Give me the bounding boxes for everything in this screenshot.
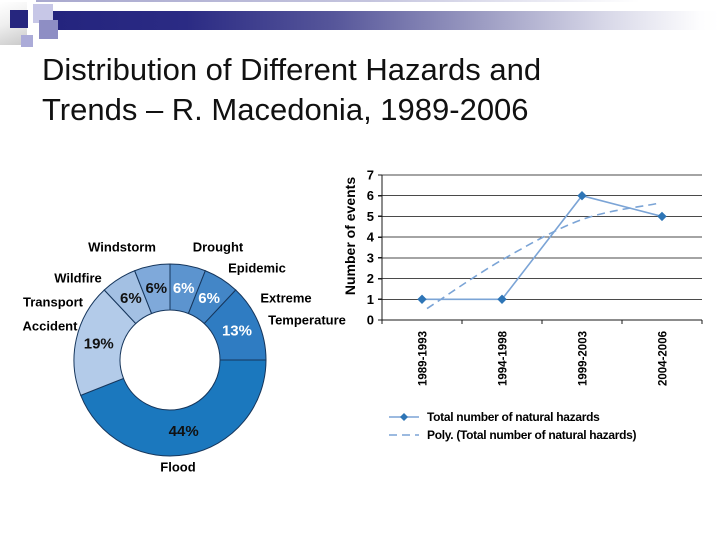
y-axis-title: Number of events — [342, 177, 358, 295]
donut-category-label: Extreme — [260, 291, 311, 306]
decor-square-lavender — [33, 4, 53, 23]
data-point-diamond-marker — [577, 191, 587, 201]
slide-title: Distribution of Different Hazards and Tr… — [42, 50, 692, 130]
x-category-label: 1999-2003 — [578, 331, 590, 386]
donut-category-label: Flood — [160, 460, 195, 475]
donut-percent-label: 44% — [169, 423, 199, 440]
donut-category-label: Wildfire — [54, 271, 102, 286]
donut-percent-label: 13% — [222, 323, 252, 340]
y-tick-label: 6 — [367, 188, 374, 203]
slide-title-line1: Distribution of Different Hazards and — [42, 52, 542, 87]
donut-category-label: Epidemic — [228, 261, 286, 276]
x-category-label: 2004-2006 — [658, 331, 670, 386]
series-line-total-hazards — [422, 194, 663, 301]
data-point-diamond-marker — [417, 294, 427, 304]
x-category-label: 1989-1993 — [418, 331, 430, 386]
y-tick-label: 3 — [367, 250, 374, 265]
donut-percent-label: 6% — [120, 290, 142, 307]
header-gradient-bar — [53, 11, 720, 30]
line-chart-legend: Total number of natural hazards Poly. (T… — [388, 408, 637, 444]
donut-category-label: Temperature — [268, 313, 346, 328]
donut-percent-label: 6% — [173, 280, 195, 297]
donut-category-label: Transport — [23, 295, 84, 310]
data-point-diamond-marker — [497, 294, 507, 304]
donut-slice-windstorm — [134, 263, 171, 315]
series-line-poly-trend — [426, 202, 658, 310]
donut-percent-label: 6% — [145, 280, 167, 297]
data-point-diamond-marker — [657, 211, 667, 222]
y-tick-label: 0 — [367, 313, 374, 328]
legend-item-total: Total number of natural hazards — [388, 408, 636, 426]
y-tick-label: 5 — [367, 209, 374, 224]
legend-label-total: Total number of natural hazards — [427, 410, 600, 424]
dashed-line-icon — [389, 434, 419, 436]
header-hairline — [36, 0, 640, 2]
donut-category-label: Windstorm — [88, 240, 156, 255]
decor-square-slate — [39, 20, 58, 39]
y-tick-label: 4 — [367, 230, 375, 245]
donut-percent-label: 6% — [198, 290, 220, 307]
y-tick-label: 7 — [367, 168, 374, 183]
y-tick-label: 2 — [367, 271, 374, 286]
donut-slice-flood — [80, 359, 267, 457]
legend-item-poly: Poly. (Total number of natural hazards) — [388, 426, 637, 444]
donut-category-label: Accident — [23, 319, 79, 334]
solid-line-diamond-marker-icon — [389, 413, 419, 421]
donut-percent-label: 19% — [84, 336, 114, 353]
decor-square-navy — [10, 10, 28, 28]
decor-square-small — [21, 35, 33, 47]
donut-category-label: Drought — [193, 240, 244, 255]
slide-title-line2: Trends – R. Macedonia, 1989-2006 — [42, 92, 529, 127]
hazard-distribution-donut-chart: 6%6%13%44%19%6%6%Windstorm DroughtEpidemi… — [23, 240, 346, 475]
natural-hazards-trend-line-chart: 0 1 2 3 4 5 6 7 1989-1993 1994-1998 1999-2003 2004-… — [342, 168, 703, 386]
x-category-label: 1994-1998 — [498, 330, 510, 386]
legend-label-poly: Poly. (Total number of natural hazards) — [427, 428, 637, 442]
y-tick-label: 1 — [367, 292, 374, 307]
